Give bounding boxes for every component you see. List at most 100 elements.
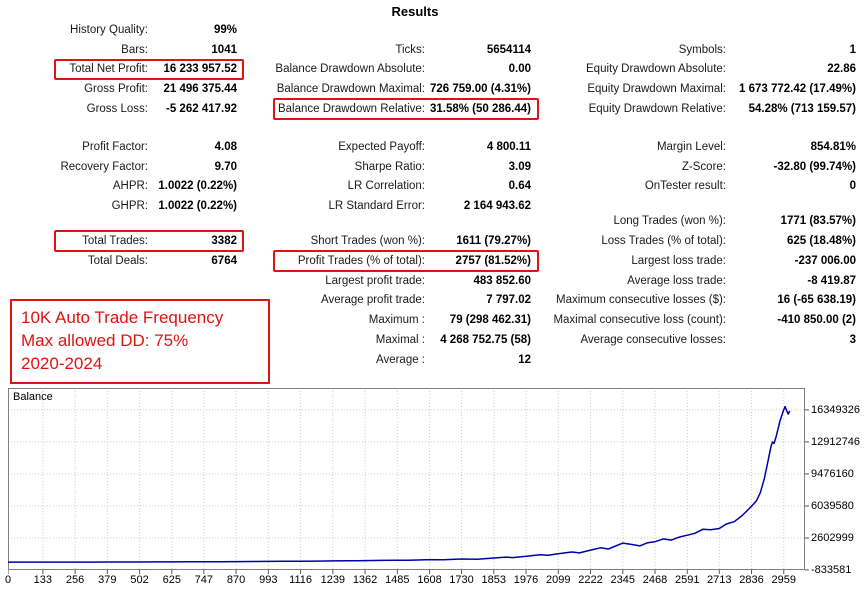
x-axis-label: 2591: [675, 574, 700, 586]
stat-row: Total Trades: 3382: [28, 230, 244, 252]
stat-row: Largest loss trade: -237 006.00: [540, 251, 856, 271]
y-axis-label: 12912746: [811, 435, 860, 448]
chart-series-label: Balance: [13, 391, 53, 403]
stat-label: Loss Trades (% of total):: [601, 235, 726, 248]
stat-label: Profit Factor:: [82, 140, 148, 153]
stat-value: 1.0022 (0.22%): [158, 200, 237, 213]
stat-row: Balance Drawdown Maximal: 726 759.00 (4.3…: [275, 79, 531, 99]
annotation-line: 2020-2024: [21, 354, 103, 373]
x-axis-label: 1362: [352, 574, 378, 586]
stat-value: 0.00: [508, 63, 531, 76]
stat-row: Average : 12: [275, 350, 531, 370]
x-axis-label: 2836: [739, 574, 764, 586]
stat-label: Profit Trades (% of total):: [297, 254, 425, 267]
stat-value: -32.80 (99.74%): [773, 160, 856, 173]
chart-frame: [8, 388, 805, 570]
annotation-line: Max allowed DD: 75%: [21, 331, 189, 350]
stat-value: -5 262 417.92: [166, 103, 237, 116]
stat-label: Recovery Factor:: [60, 160, 148, 173]
stats-block: Profit Factor: 4.08 Recovery Factor: 9.70 AH…: [28, 137, 237, 216]
stat-label: Gross Loss:: [86, 103, 148, 116]
stat-row: GHPR: 1.0022 (0.22%): [28, 196, 237, 216]
stat-row: Gross Loss: -5 262 417.92: [28, 99, 237, 119]
stat-label: LR Correlation:: [347, 180, 425, 193]
stat-label: Total Trades:: [82, 235, 148, 248]
x-axis-label: 1239: [320, 574, 346, 586]
stat-row: Maximal : 4 268 752.75 (58): [275, 330, 531, 350]
stat-value: 4 800.11: [486, 140, 531, 153]
stat-value: 1041: [211, 43, 237, 56]
stat-row: Recovery Factor: 9.70: [28, 157, 237, 177]
stats-column-middle: Ticks: 5654114 Balance Drawdown Absolute: 0…: [273, 20, 539, 370]
x-axis-label: 993: [259, 574, 278, 586]
y-axis-label: 16349326: [811, 403, 860, 416]
stat-row: Maximum : 79 (298 462.31): [275, 310, 531, 330]
stat-row: Gross Profit: 21 496 375.44: [28, 79, 237, 99]
x-axis-label: 133: [33, 574, 53, 586]
x-axis-label: 379: [98, 574, 117, 586]
stat-row: Loss Trades (% of total): 625 (18.48%): [540, 231, 856, 251]
stat-row: Largest profit trade: 483 852.60: [275, 271, 531, 291]
annotation-line: 10K Auto Trade Frequency: [21, 308, 224, 327]
x-axis-label: 1976: [513, 574, 539, 586]
stats-column-left: History Quality: 99% Bars: 1041 Total Net Pr…: [28, 20, 244, 271]
stat-value: 4 268 752.75 (58): [440, 334, 531, 347]
stat-label: Symbols:: [678, 43, 726, 56]
stat-value: 99%: [213, 23, 237, 36]
stat-row: OnTester result: 0: [540, 177, 856, 197]
stats-block: Margin Level: 854.81% Z-Score: -32.80 (99.7…: [540, 137, 856, 196]
stats-block: Long Trades (won %): 1771 (83.57%) Loss Tr…: [540, 211, 856, 350]
stat-row: Equity Drawdown Maximal: 1 673 772.42 (17…: [540, 79, 856, 99]
stat-row: Symbols: 1: [540, 40, 856, 60]
stat-label: History Quality:: [70, 23, 148, 36]
stat-value: 6764: [211, 254, 237, 267]
stat-value: 1.0022 (0.22%): [158, 180, 237, 193]
stat-label: Balance Drawdown Relative:: [277, 103, 425, 116]
stat-label: Ticks:: [395, 43, 425, 56]
stat-row: Margin Level: 854.81%: [540, 137, 856, 157]
stat-label: Maximum :: [368, 314, 425, 327]
y-axis-label: 6039580: [811, 499, 854, 512]
x-axis-label: 1730: [449, 574, 474, 586]
stat-value: 1611 (79.27%): [456, 235, 531, 248]
stat-value: 3382: [211, 235, 237, 248]
stats-block: Ticks: 5654114 Balance Drawdown Absolute: 0…: [273, 40, 539, 120]
x-axis-label: 1116: [289, 574, 312, 586]
stat-value: 0: [849, 180, 856, 193]
stat-row: Sharpe Ratio: 3.09: [275, 157, 531, 177]
stat-label: Short Trades (won %):: [310, 235, 425, 248]
x-axis-label: 1853: [481, 574, 507, 586]
x-axis-label: 625: [162, 574, 182, 586]
x-axis-label: 1608: [417, 574, 442, 586]
stat-label: Equity Drawdown Maximal:: [587, 83, 726, 96]
stats-block: Short Trades (won %): 1611 (79.27%) Profit…: [273, 231, 539, 370]
stat-value: 726 759.00 (4.31%): [429, 83, 531, 96]
stat-label: Sharpe Ratio:: [354, 160, 425, 173]
stats-block: History Quality: 99% Bars: 1041 Total Net Pr…: [28, 20, 244, 119]
stat-label: Gross Profit:: [84, 83, 148, 96]
stat-label: Maximum consecutive losses ($):: [556, 294, 726, 307]
stat-value: 9.70: [214, 160, 237, 173]
stats-column-right: Symbols: 1 Equity Drawdown Absolute: 22.86 E…: [540, 20, 856, 350]
stat-label: Average profit trade:: [321, 294, 425, 307]
x-axis-label: 747: [194, 574, 213, 586]
x-axis-label: 2468: [642, 574, 668, 586]
stat-label: Average :: [375, 353, 425, 366]
stat-value: 31.58% (50 286.44): [429, 103, 531, 116]
x-axis-label: 256: [65, 574, 85, 586]
stat-row: Ticks: 5654114: [275, 40, 531, 60]
stat-label: Expected Payoff:: [338, 140, 425, 153]
x-axis-label: 2959: [771, 574, 796, 586]
stat-label: Average consecutive losses:: [580, 334, 726, 347]
stat-value: 625 (18.48%): [786, 235, 856, 248]
x-axis-label: 2222: [578, 574, 603, 586]
stat-label: Maximal consecutive loss (count):: [553, 314, 726, 327]
stat-label: Equity Drawdown Relative:: [588, 103, 726, 116]
stats-block: Expected Payoff: 4 800.11 Sharpe Ratio: 3.0…: [275, 137, 531, 216]
stat-value: 2 164 943.62: [463, 200, 531, 213]
stat-row: Short Trades (won %): 1611 (79.27%): [275, 231, 531, 251]
x-axis-label: 502: [130, 574, 149, 586]
stat-value: 483 852.60: [473, 274, 531, 287]
stat-label: Margin Level:: [656, 140, 726, 153]
